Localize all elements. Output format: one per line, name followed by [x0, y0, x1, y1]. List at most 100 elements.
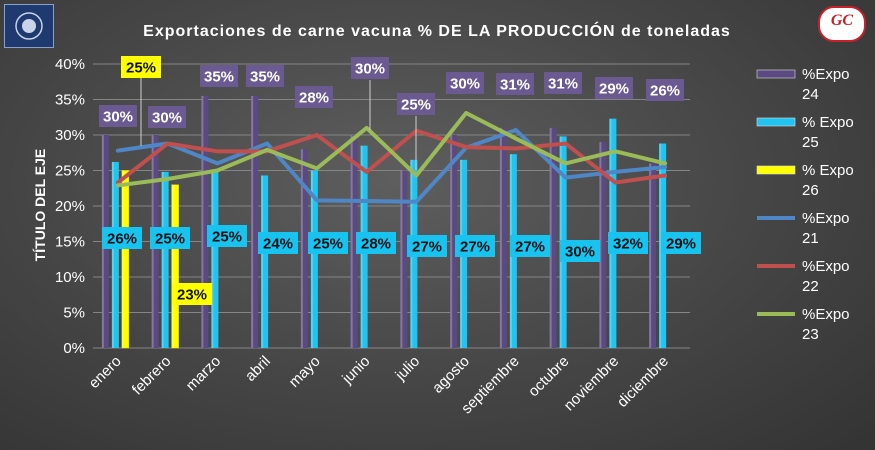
data-label-expo25-box	[356, 232, 396, 254]
bar-highlight	[400, 170, 403, 348]
data-label-expo25-box	[207, 225, 247, 247]
x-tick-label: noviembre	[561, 353, 623, 415]
data-label-expo24: 35%	[250, 69, 280, 86]
data-label-expo26-box	[121, 56, 161, 78]
institution-seal-logo	[4, 4, 54, 48]
bar	[310, 170, 318, 348]
legend-label: 23	[802, 326, 819, 343]
bar-highlight	[261, 175, 264, 348]
data-label-expo24-box	[99, 105, 137, 127]
x-tick-label: mayo	[286, 353, 324, 391]
data-label-expo24-box	[595, 77, 633, 99]
legend-label: 21	[802, 230, 819, 247]
legend-label: %Expo	[802, 66, 850, 83]
data-label-expo24-box	[246, 65, 284, 87]
chart-title: Exportaciones de carne vacuna % DE LA PR…	[143, 21, 731, 40]
data-label-expo24-box	[544, 72, 582, 94]
bar	[121, 170, 130, 349]
bar	[599, 142, 607, 348]
y-tick-label: 25%	[55, 163, 85, 180]
data-label-expo25-box	[661, 232, 701, 254]
y-tick-label: 10%	[55, 269, 85, 286]
legend-label: 26	[802, 182, 819, 199]
bar	[171, 184, 179, 349]
data-label-expo25: 29%	[666, 236, 696, 253]
bar-highlight	[211, 170, 214, 348]
bar-highlight	[350, 135, 353, 348]
seal-icon	[15, 12, 43, 40]
bar-highlight	[649, 163, 652, 348]
data-label-expo25-box	[258, 232, 298, 254]
y-tick-label: 40%	[55, 56, 85, 73]
data-label-expo24: 30%	[355, 61, 385, 78]
x-tick-label: diciembre	[614, 353, 672, 411]
bar-highlight	[121, 170, 124, 348]
y-axis-label: TÍTULO DEL EJE	[32, 149, 48, 262]
bar-highlight	[201, 95, 204, 348]
bar-highlight	[450, 135, 453, 348]
bar	[400, 170, 408, 348]
bar-highlight	[310, 170, 313, 348]
bar	[261, 175, 269, 348]
data-label-expo26: 23%	[177, 287, 207, 304]
line-series	[115, 128, 668, 204]
data-label-expo26-box	[172, 283, 212, 305]
y-tick-label: 20%	[55, 198, 85, 215]
legend-label: %Expo	[802, 258, 850, 275]
bar	[211, 170, 219, 348]
data-label-expo24: 30%	[450, 76, 480, 93]
data-label-expo25-box	[510, 235, 550, 257]
gc-logo: GC	[818, 6, 866, 42]
bar-highlight	[549, 127, 552, 349]
data-label-expo25: 25%	[212, 229, 242, 246]
data-label-expo25: 25%	[155, 231, 185, 248]
data-label-expo25: 24%	[263, 236, 293, 253]
legend-swatch	[756, 117, 796, 127]
data-label-expo25-box	[150, 227, 190, 249]
legend-label: 25	[802, 134, 819, 151]
bar	[251, 95, 259, 348]
bar	[499, 127, 507, 349]
x-tick-label: agosto	[429, 353, 473, 397]
data-label-expo25: 27%	[412, 239, 442, 256]
data-label-expo25-box	[308, 232, 348, 254]
bar	[549, 127, 557, 349]
bar	[300, 149, 308, 348]
legend-swatch	[756, 165, 796, 175]
bar-highlight	[300, 149, 303, 348]
data-label-expo24: 28%	[299, 90, 329, 107]
data-label-expo25-box	[407, 235, 447, 257]
data-label-expo24: 31%	[548, 76, 578, 93]
data-label-expo25-box	[560, 240, 600, 262]
legend-label: 24	[802, 86, 819, 103]
data-label-expo24: 26%	[650, 83, 680, 100]
data-label-expo24-box	[646, 79, 684, 101]
data-label-expo25: 32%	[613, 236, 643, 253]
x-tick-label: julio	[392, 353, 424, 385]
bar	[350, 135, 358, 348]
data-label-expo24-box	[295, 86, 333, 108]
data-label-expo24: 25%	[401, 97, 431, 114]
data-label-expo25: 27%	[515, 239, 545, 256]
legend-label: % Expo	[802, 114, 854, 131]
bar-highlight	[161, 171, 164, 348]
bar-highlight	[171, 184, 174, 348]
y-tick-label: 0%	[63, 340, 85, 357]
data-label-expo25-box	[455, 235, 495, 257]
y-tick-label: 35%	[55, 92, 85, 109]
legend-label: 22	[802, 278, 819, 295]
data-label-expo24-box	[397, 93, 435, 115]
data-label-expo25-box	[608, 232, 648, 254]
line-series	[115, 110, 668, 188]
bar-highlight	[111, 161, 114, 348]
bar	[649, 163, 657, 348]
gc-logo-text: GC	[830, 12, 854, 29]
data-label-expo24: 29%	[599, 81, 629, 98]
x-tick-label: octubre	[525, 353, 572, 400]
bar-highlight	[659, 143, 662, 348]
data-label-expo25: 27%	[460, 239, 490, 256]
data-label-expo25-box	[102, 227, 142, 249]
x-tick-label: junio	[338, 353, 373, 388]
bar-highlight	[251, 95, 254, 348]
